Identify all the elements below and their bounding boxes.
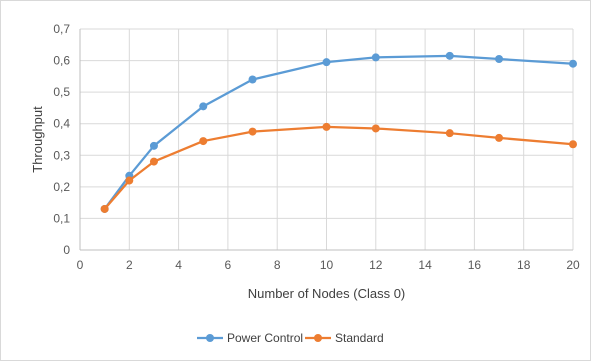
x-tick-label: 6 (225, 258, 232, 272)
series-0 (100, 51, 577, 213)
data-point (248, 75, 257, 84)
x-tick-label: 10 (320, 258, 334, 272)
legend: Power Control Standard (197, 331, 384, 345)
x-tick-label: 18 (517, 258, 531, 272)
series-line (103, 125, 574, 210)
x-tick-label: 20 (566, 258, 580, 272)
series-1 (100, 122, 577, 213)
x-tick-label: 14 (418, 258, 432, 272)
legend-label: Standard (335, 331, 384, 345)
data-point (149, 141, 158, 150)
y-tick-label: 0 (63, 243, 70, 257)
legend-swatch-marker (206, 334, 214, 342)
data-point (199, 102, 208, 111)
x-tick-label: 16 (468, 258, 482, 272)
data-point (149, 157, 158, 166)
legend-item: Standard (305, 331, 384, 345)
data-point (445, 129, 454, 138)
data-point (371, 124, 380, 133)
data-point (125, 176, 134, 185)
data-point (322, 58, 331, 67)
data-point (322, 122, 331, 131)
data-point (569, 140, 577, 149)
x-axis-ticks: 0 2 4 6 8 10 12 14 16 18 20 (77, 258, 580, 272)
y-tick-label: 0,2 (53, 180, 70, 194)
data-point (248, 127, 257, 136)
y-tick-label: 0,6 (53, 54, 70, 68)
y-axis-ticks: 0 0,1 0,2 0,3 0,4 0,5 0,6 0,7 (53, 22, 70, 257)
series (100, 51, 577, 213)
legend-swatch-marker (314, 334, 322, 342)
data-point (371, 53, 380, 62)
x-tick-label: 4 (175, 258, 182, 272)
y-tick-label: 0,5 (53, 85, 70, 99)
y-tick-label: 0,7 (53, 22, 70, 36)
x-tick-label: 0 (77, 258, 84, 272)
y-tick-label: 0,3 (53, 148, 70, 162)
x-tick-label: 12 (369, 258, 383, 272)
legend-label: Power Control (227, 331, 303, 345)
x-tick-label: 2 (126, 258, 133, 272)
data-point (495, 133, 504, 142)
series-line (103, 54, 574, 210)
axes (79, 29, 573, 251)
data-point (495, 54, 504, 63)
y-tick-label: 0,4 (53, 117, 70, 131)
x-axis-title: Number of Nodes (Class 0) (248, 286, 406, 301)
y-tick-label: 0,1 (53, 211, 70, 225)
data-point (100, 204, 109, 213)
data-point (445, 51, 454, 60)
data-point (199, 137, 208, 146)
data-point (569, 59, 577, 68)
y-axis-title: Throughput (30, 106, 45, 173)
legend-item: Power Control (197, 331, 303, 345)
x-tick-label: 8 (274, 258, 281, 272)
